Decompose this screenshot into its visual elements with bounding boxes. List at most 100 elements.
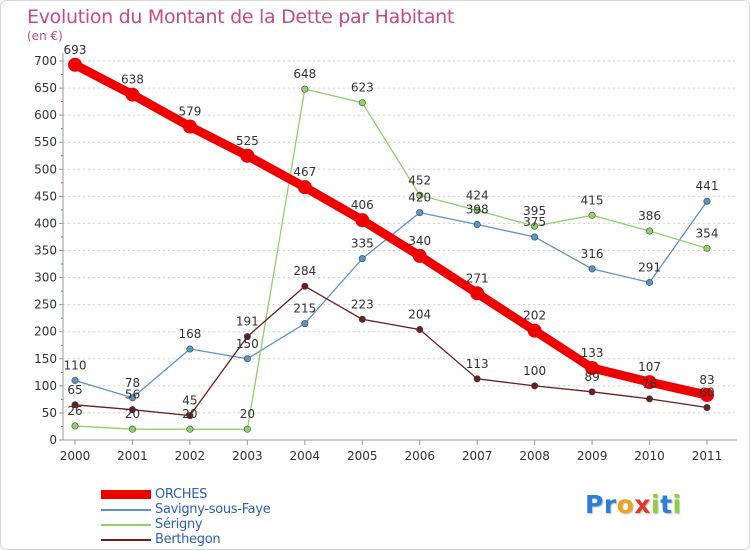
series-point-3 (531, 382, 539, 390)
logo-letter: o (616, 490, 635, 519)
data-label: 76 (642, 377, 657, 391)
y-tick-label: 150 (34, 352, 57, 366)
y-tick-label: 200 (34, 325, 57, 339)
data-label: 20 (125, 407, 140, 421)
data-label: 638 (121, 73, 144, 87)
series-point-2 (186, 425, 194, 433)
series-point-3 (301, 282, 309, 290)
series-point-0 (642, 375, 657, 390)
series-point-3 (186, 412, 194, 420)
x-tick-label: 2006 (404, 449, 435, 463)
data-label-layer: 693 638 579 525 467 406 340 271 202 133 107 83 110 78… (64, 43, 719, 421)
data-label: 467 (293, 165, 316, 179)
x-tick-label: 2010 (634, 449, 665, 463)
series-point-1 (243, 355, 251, 363)
legend: ORCHES Savigny-sous-Faye Sérigny Berthegon (101, 487, 271, 547)
series-point-3 (243, 333, 251, 341)
series-point-1 (703, 197, 711, 205)
data-label: 340 (408, 234, 431, 248)
data-label: 191 (236, 315, 259, 329)
series-point-3 (473, 375, 481, 383)
data-label: 60 (699, 386, 714, 400)
chart-title: Evolution du Montant de la Dette par Hab… (27, 6, 455, 28)
data-label: 375 (523, 215, 546, 229)
series-point-0 (68, 57, 82, 72)
series-point-3 (128, 406, 136, 414)
x-tick-label: 2002 (175, 449, 206, 463)
legend-label: Berthegon (155, 532, 221, 547)
data-label: 271 (466, 271, 489, 285)
series-point-0 (527, 323, 542, 338)
x-tick-label: 2004 (290, 449, 321, 463)
logo-letter: r (603, 490, 617, 519)
y-tick-label: 50 (42, 406, 57, 420)
data-label: 395 (523, 204, 546, 218)
series-layer (68, 57, 714, 433)
series-point-0 (470, 286, 485, 301)
data-label: 133 (581, 346, 604, 360)
data-label: 420 (408, 191, 431, 205)
series-point-2 (416, 191, 424, 199)
data-label: 107 (638, 360, 661, 374)
x-tick-label: 2003 (232, 449, 263, 463)
series-point-2 (358, 99, 366, 107)
series-point-0 (412, 248, 427, 263)
series-line-3 (74, 285, 708, 417)
data-label: 204 (408, 308, 431, 322)
series-point-0 (240, 148, 255, 163)
data-label: 316 (581, 247, 604, 261)
data-label: 65 (67, 383, 82, 397)
logo-letter: x (634, 490, 651, 519)
data-label: 20 (240, 407, 255, 421)
series-point-2 (243, 425, 251, 433)
data-label: 215 (293, 302, 316, 316)
series-line-0 (70, 60, 712, 400)
series-point-2 (128, 425, 136, 433)
legend-swatch (101, 538, 151, 541)
data-label: 83 (699, 373, 714, 387)
y-tick-label: 0 (49, 433, 57, 447)
series-point-3 (703, 404, 711, 412)
x-tick-label: 2007 (462, 449, 493, 463)
axis-layer: 0 50 100 150 200 250 300 350 400 450 500 550 600 650 7… (34, 53, 737, 463)
data-label: 415 (581, 193, 604, 207)
series-point-2 (703, 244, 711, 252)
series-point-0 (355, 213, 370, 228)
y-tick-label: 100 (34, 379, 57, 393)
data-label: 335 (351, 237, 374, 251)
series-point-2 (301, 85, 309, 93)
series-point-1 (358, 255, 366, 263)
data-label: 441 (696, 179, 719, 193)
series-point-1 (646, 278, 654, 286)
y-tick-label: 700 (34, 54, 57, 68)
series-point-1 (128, 394, 136, 402)
series-point-0 (585, 360, 600, 375)
y-tick-label: 250 (34, 298, 57, 312)
series-line-2 (74, 88, 708, 430)
series-point-1 (416, 209, 424, 217)
legend-label: ORCHES (155, 487, 208, 502)
series-point-3 (416, 326, 424, 334)
legend-swatch (101, 490, 151, 499)
logo-letter: i (672, 490, 682, 519)
series-point-2 (646, 227, 654, 235)
series-point-3 (71, 401, 79, 409)
series-point-2 (588, 211, 596, 219)
data-label: 89 (584, 370, 599, 384)
series-point-3 (646, 395, 654, 403)
legend-label: Sérigny (155, 517, 203, 532)
data-label: 623 (351, 81, 374, 95)
legend-swatch (101, 508, 151, 511)
series-point-1 (186, 345, 194, 353)
y-tick-label: 400 (34, 216, 57, 230)
series-point-2 (473, 206, 481, 214)
x-tick-label: 2001 (117, 449, 148, 463)
x-tick-label: 2000 (60, 449, 91, 463)
y-tick-label: 500 (34, 162, 57, 176)
data-label: 110 (64, 358, 87, 372)
data-label: 579 (178, 105, 201, 119)
logo-letter: i (651, 490, 661, 519)
y-tick-label: 650 (34, 81, 57, 95)
logo-letter: P (585, 490, 604, 519)
